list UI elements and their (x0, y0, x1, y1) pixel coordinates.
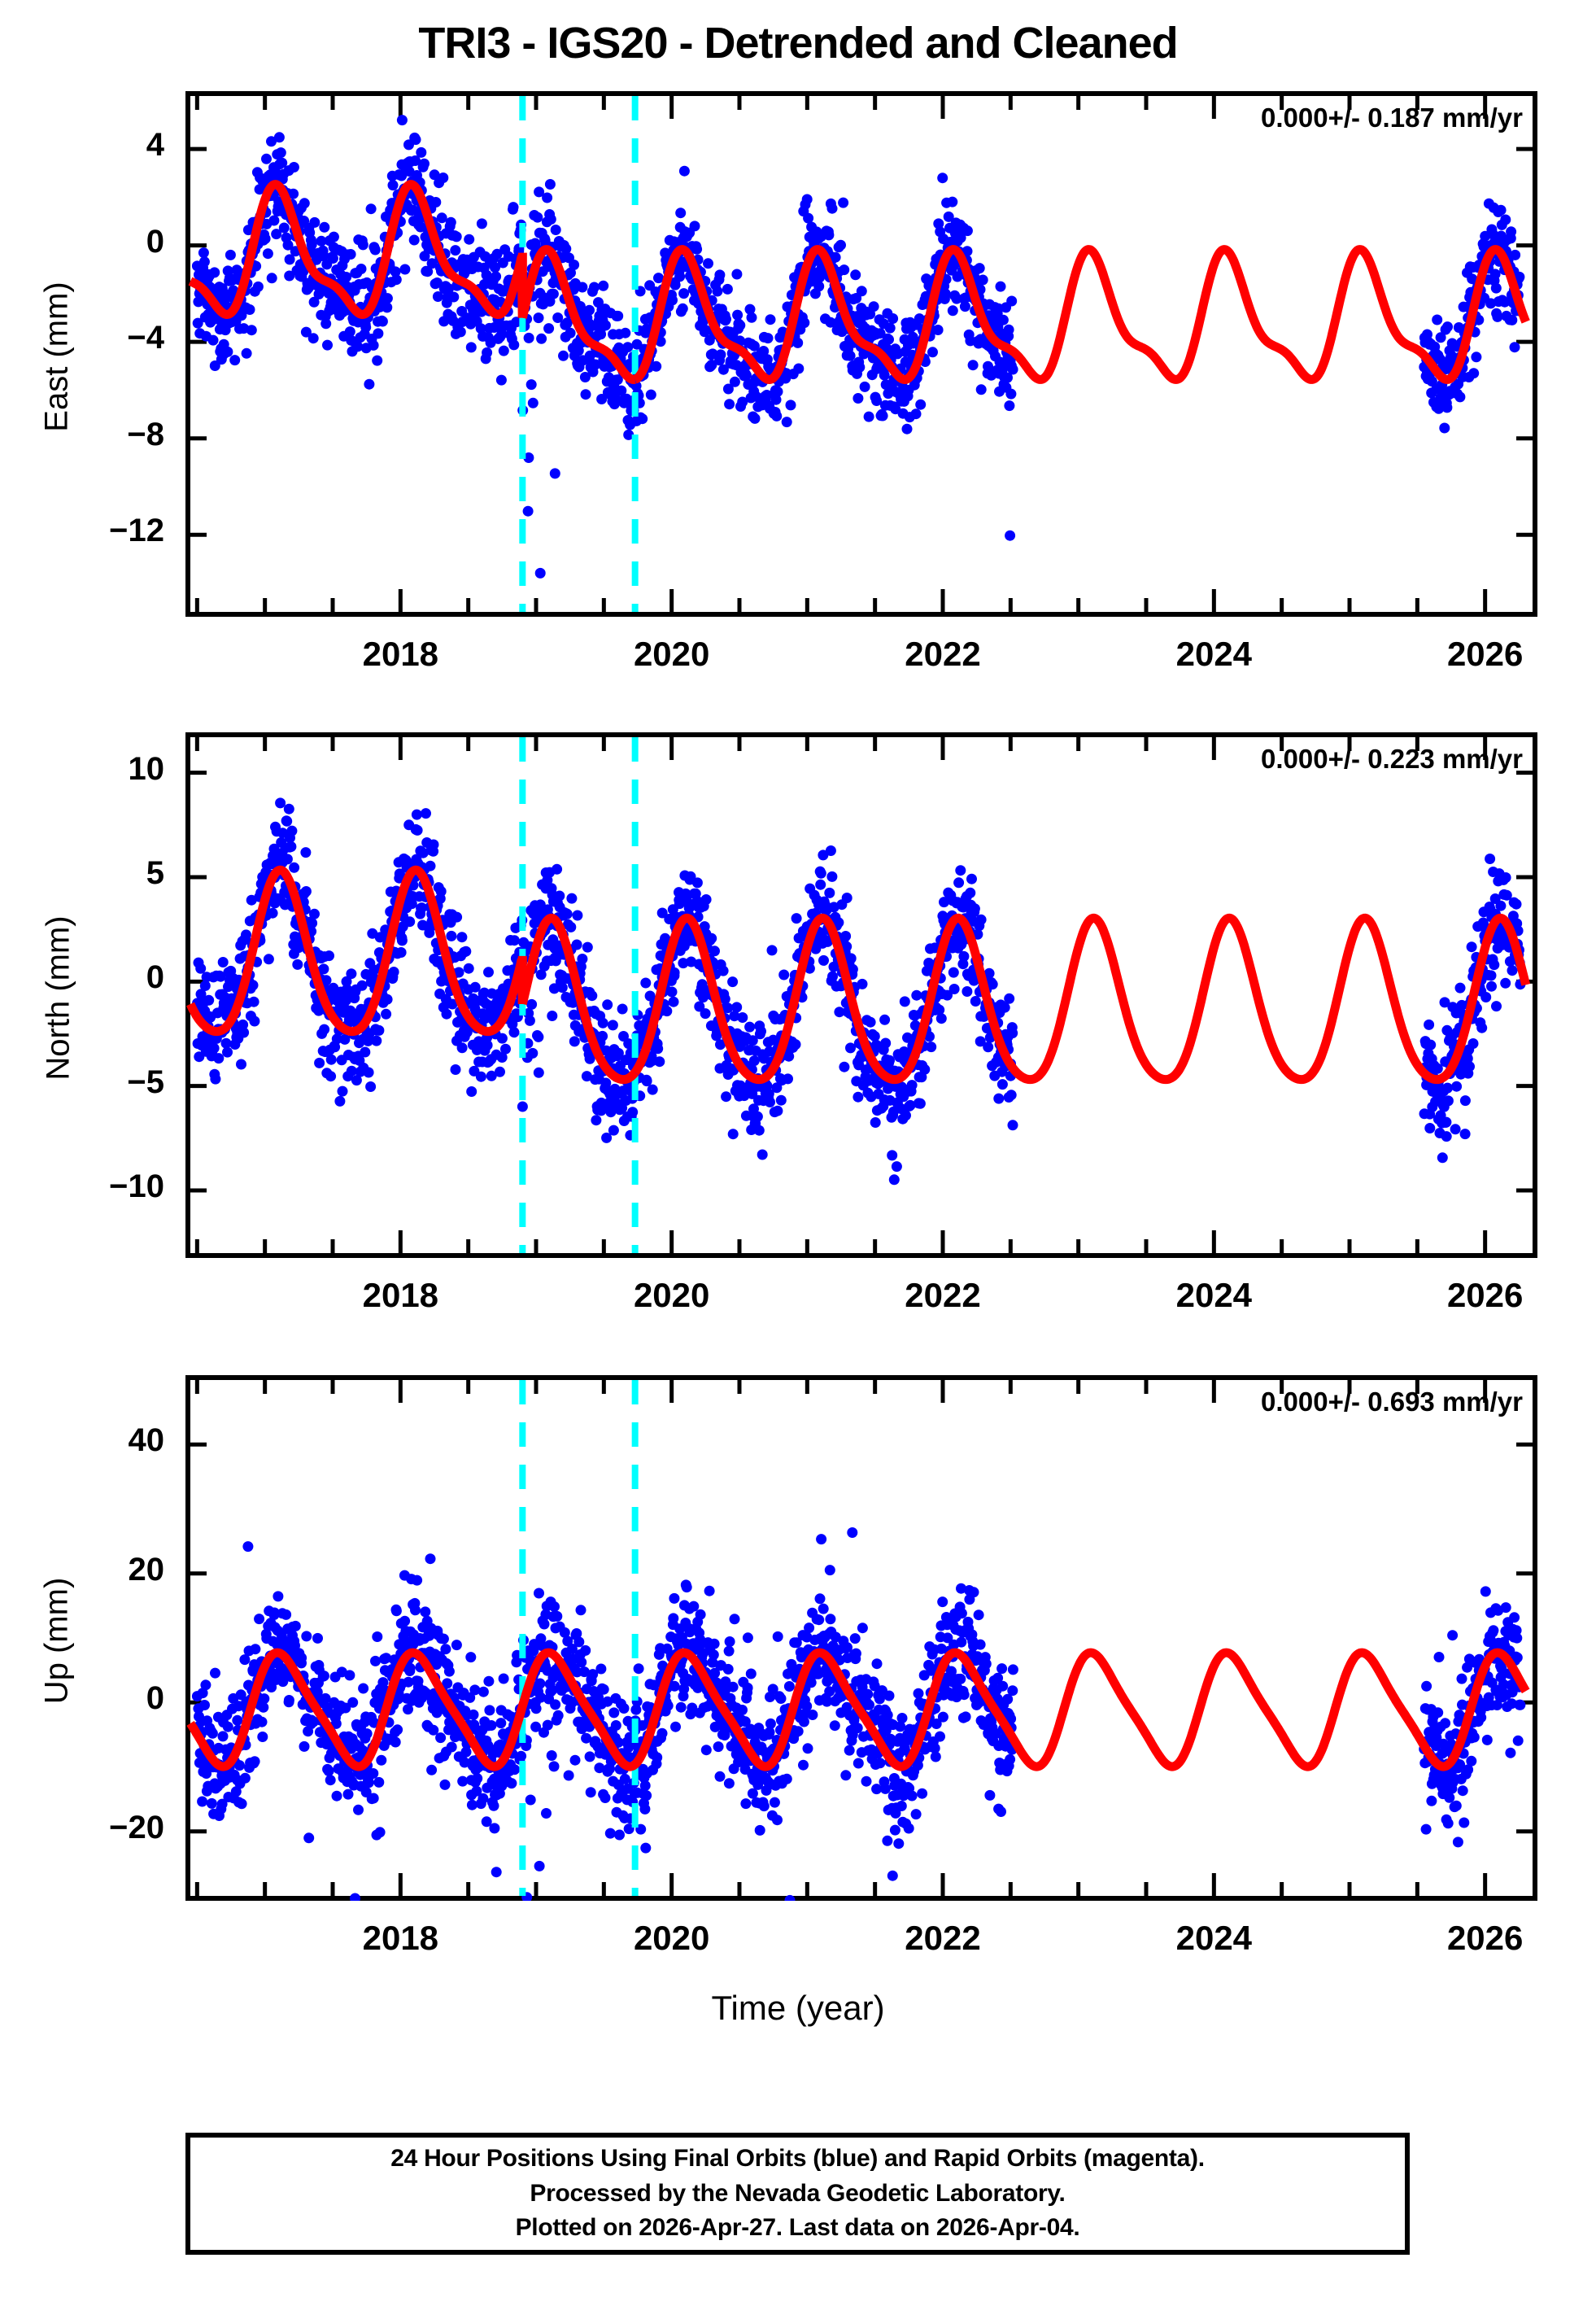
y-tick-label: 0 (146, 1680, 164, 1717)
plot-area-up (186, 1380, 1533, 1901)
x-tick-label: 2026 (1446, 1276, 1524, 1314)
model-curve-east (186, 180, 527, 319)
x-tick-label: 2024 (1175, 635, 1253, 673)
y-tick-label: 5 (146, 854, 164, 891)
page-title: TRI3 - IGS20 - Detrended and Cleaned (418, 19, 1178, 68)
x-tick-label: 2022 (905, 635, 981, 673)
y-tick-label: 0 (146, 959, 164, 996)
x-tick-label: 2024 (1175, 1276, 1253, 1314)
rate-annotation-up: 0.000+/- 0.693 mm/yr (1261, 1387, 1523, 1417)
panel-north: 0.000+/- 0.223 mm/yr (185, 732, 1537, 1258)
model-curve-north (186, 865, 527, 1037)
y-tick-label: −4 (127, 320, 164, 356)
rate-annotation-east: 0.000+/- 0.187 mm/yr (1261, 103, 1523, 133)
y-tick-label: −10 (109, 1168, 164, 1204)
y-tick-label: −8 (127, 416, 164, 452)
data-points-north (192, 797, 1526, 1186)
x-tick-label: 2024 (1175, 1919, 1253, 1957)
x-tick-label: 2026 (1446, 1919, 1524, 1957)
y-tick-label: 10 (128, 750, 165, 787)
y-tick-label: 4 (146, 127, 164, 164)
footer-line-1: 24 Hour Positions Using Final Orbits (bl… (390, 2145, 1205, 2173)
plot-area-north (186, 737, 1533, 1253)
y-tick-label: 40 (128, 1422, 165, 1459)
x-tick-label: 2022 (905, 1919, 981, 1957)
x-axis-title: Time (year) (711, 1989, 885, 2027)
x-tick-label: 2026 (1446, 635, 1524, 673)
y-tick-label: 0 (146, 223, 164, 260)
x-tick-label: 2020 (633, 635, 710, 673)
footer-line-3: Plotted on 2026-Apr-27. Last data on 202… (515, 2214, 1080, 2242)
model-curve-north (517, 913, 639, 1085)
y-tick-label: 20 (128, 1551, 165, 1588)
panel-up: 0.000+/- 0.693 mm/yr (185, 1375, 1537, 1901)
y-tick-label: −12 (109, 513, 164, 549)
y-tick-label: −5 (127, 1063, 164, 1100)
x-tick-label: 2018 (362, 1919, 439, 1957)
plot-frame-north (185, 732, 1537, 1258)
model-curve-up (186, 1648, 1530, 1771)
footer-line-2: Processed by the Nevada Geodetic Laborat… (530, 2179, 1066, 2207)
x-tick-label: 2022 (905, 1276, 981, 1314)
footer-info-box: 24 Hour Positions Using Final Orbits (bl… (185, 2133, 1410, 2255)
model-curve-east (631, 245, 1530, 384)
model-curve-north (631, 913, 1531, 1085)
x-tick-label: 2018 (362, 635, 439, 673)
x-tick-label: 2020 (633, 1276, 710, 1314)
x-tick-label: 2018 (362, 1276, 439, 1314)
model-curve-east (517, 245, 639, 384)
rate-annotation-north: 0.000+/- 0.223 mm/yr (1261, 744, 1523, 774)
panel-east: 0.000+/- 0.187 mm/yr (185, 91, 1537, 617)
plot-area-east (186, 96, 1533, 612)
x-tick-label: 2020 (633, 1919, 710, 1957)
y-tick-label: −20 (109, 1809, 164, 1845)
